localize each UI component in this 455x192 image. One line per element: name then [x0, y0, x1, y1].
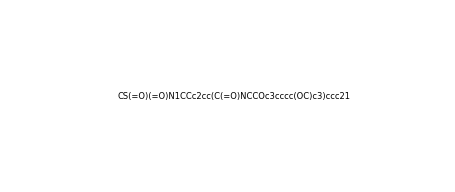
Text: CS(=O)(=O)N1CCc2cc(C(=O)NCCOc3cccc(OC)c3)ccc21: CS(=O)(=O)N1CCc2cc(C(=O)NCCOc3cccc(OC)c3…	[117, 93, 349, 101]
